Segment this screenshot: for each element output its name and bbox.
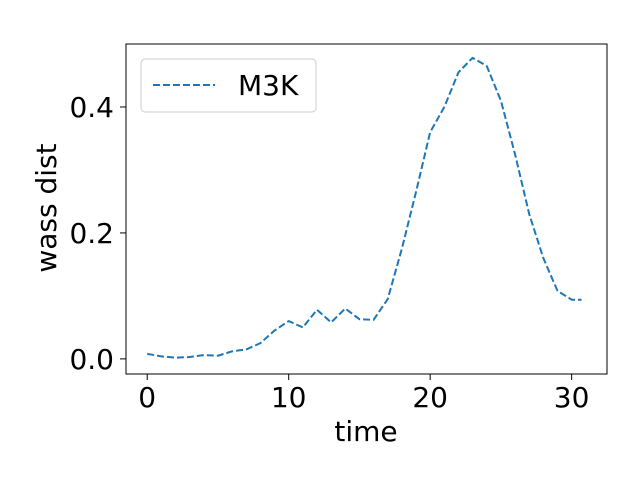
legend-box <box>140 58 317 113</box>
y-tick-label: 0.0 <box>69 343 114 376</box>
axes-layer: 0 10 20 30 0.0 0.2 0.4 <box>69 43 608 414</box>
plot-layer <box>147 56 582 359</box>
x-tick-label: 20 <box>412 381 448 414</box>
series-line-m3k <box>147 56 582 359</box>
y-tick-label: 0.4 <box>69 91 114 124</box>
x-tick-label: 10 <box>271 381 307 414</box>
y-tick-label: 0.2 <box>69 217 114 250</box>
y-axis-label: wass dist <box>30 143 63 272</box>
legend: M3K <box>140 58 317 113</box>
x-tick-label: 30 <box>554 381 590 414</box>
x-tick-label: 0 <box>138 381 156 414</box>
x-axis-label: time <box>334 415 397 448</box>
axes-frame <box>125 43 608 375</box>
legend-label-m3k: M3K <box>238 69 299 102</box>
